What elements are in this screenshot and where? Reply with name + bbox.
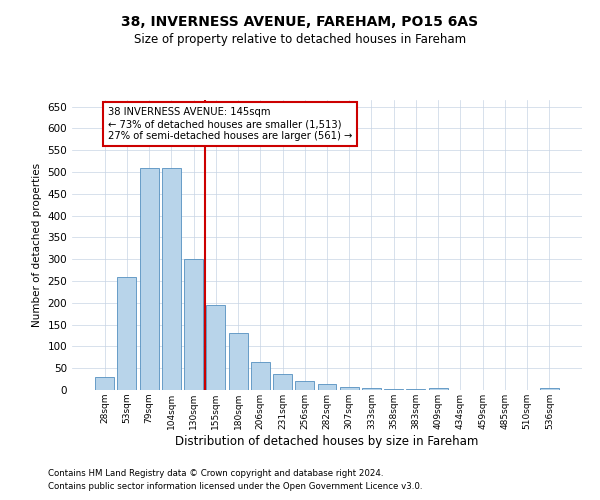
Bar <box>140 168 158 390</box>
Bar <box>206 305 225 390</box>
Bar <box>95 377 114 390</box>
Text: 38 INVERNESS AVENUE: 145sqm
← 73% of detached houses are smaller (1,513)
27% of : 38 INVERNESS AVENUE: 145sqm ← 73% of det… <box>108 108 352 140</box>
X-axis label: Distribution of detached houses by size in Fareham: Distribution of detached houses by size … <box>175 434 479 448</box>
Bar <box>540 388 559 390</box>
Text: Contains HM Land Registry data © Crown copyright and database right 2024.: Contains HM Land Registry data © Crown c… <box>48 468 383 477</box>
Bar <box>406 389 425 390</box>
Text: 38, INVERNESS AVENUE, FAREHAM, PO15 6AS: 38, INVERNESS AVENUE, FAREHAM, PO15 6AS <box>121 15 479 29</box>
Bar <box>295 382 314 390</box>
Bar <box>229 334 248 390</box>
Text: Size of property relative to detached houses in Fareham: Size of property relative to detached ho… <box>134 32 466 46</box>
Y-axis label: Number of detached properties: Number of detached properties <box>32 163 42 327</box>
Bar <box>429 388 448 390</box>
Bar <box>317 384 337 390</box>
Bar <box>340 386 359 390</box>
Bar <box>384 388 403 390</box>
Bar <box>162 168 181 390</box>
Text: Contains public sector information licensed under the Open Government Licence v3: Contains public sector information licen… <box>48 482 422 491</box>
Bar <box>184 259 203 390</box>
Bar <box>118 276 136 390</box>
Bar <box>273 374 292 390</box>
Bar <box>251 362 270 390</box>
Bar <box>362 388 381 390</box>
